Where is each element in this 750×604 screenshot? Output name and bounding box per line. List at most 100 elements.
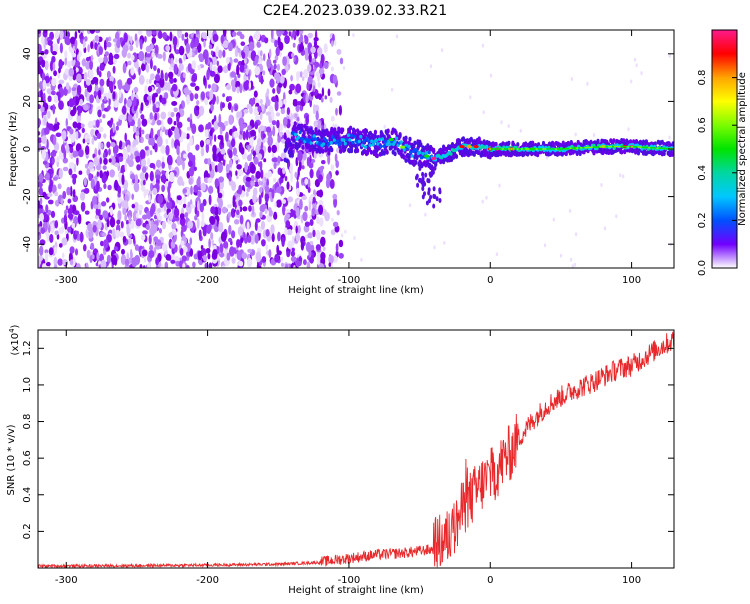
spectrogram-signal-mark: [639, 146, 643, 149]
spectrogram-noise-mark: [208, 223, 212, 232]
spectrogram-noise-mark: [309, 168, 314, 179]
spectrogram-signal-mark: [373, 129, 377, 135]
spectrogram-noise-mark: [59, 30, 64, 40]
spectrogram-noise-mark: [139, 149, 146, 160]
spectrogram-noise-mark: [64, 35, 70, 45]
spectrogram-noise-mark: [51, 51, 58, 56]
snr-x-tick-label: -300: [55, 575, 78, 586]
spectrogram-signal-mark: [671, 141, 674, 146]
spectrogram-noise-mark: [126, 226, 131, 237]
spectrogram-signal-mark: [548, 148, 551, 150]
spectrogram-noise-mark: [126, 98, 132, 108]
spectrogram-noise-mark: [271, 144, 278, 154]
spectrogram-noise-mark: [167, 111, 172, 118]
spectrogram-noise-mark: [183, 153, 187, 159]
spectrogram-signal-mark: [381, 137, 385, 141]
spectrogram-noise-mark: [223, 241, 229, 249]
spectrogram-signal-mark: [300, 127, 304, 132]
spectrogram-noise-mark: [209, 129, 213, 137]
spectrogram-noise-mark: [139, 38, 143, 50]
spectrogram-signal-mark: [386, 128, 390, 134]
spectrogram-noise-mark: [176, 195, 182, 201]
spectrogram-noise-mark: [204, 158, 209, 165]
spectrogram-signal-mark: [552, 148, 556, 150]
spectrogram-noise-mark: [38, 131, 41, 136]
spectrogram-noise-mark: [176, 121, 183, 129]
spectrogram-noise-mark: [50, 90, 56, 96]
spectrogram-signal-mark: [652, 146, 655, 149]
spectrogram-signal-mark: [491, 148, 494, 150]
spectrogram-signal-mark: [560, 148, 564, 150]
spectrogram-noise-mark: [112, 38, 118, 43]
spectrogram-signal-mark: [350, 145, 354, 151]
spectrogram-signal-mark: [643, 146, 647, 149]
spectrogram-noise-mark: [133, 86, 139, 93]
spectrogram-noise-mark: [103, 152, 106, 159]
spectrogram-noise-mark: [122, 44, 129, 53]
spectrogram-noise-mark: [306, 83, 310, 91]
spectrogram-noise-mark: [187, 201, 191, 208]
spectrogram-noise-mark: [290, 250, 296, 257]
spectrogram-noise-mark: [182, 263, 186, 268]
spectrogram-noise-mark: [236, 64, 240, 76]
spectrogram-noise-mark: [216, 60, 219, 67]
spectrogram-noise-mark: [485, 195, 488, 200]
spectrogram-noise-mark: [157, 53, 163, 59]
spectrogram-x-tick-label: 100: [622, 275, 641, 286]
spectrogram-noise-mark: [207, 185, 214, 194]
spectrogram-noise-mark: [199, 140, 205, 148]
spectrogram-noise-mark: [232, 247, 236, 254]
spectrogram-noise-mark: [171, 83, 178, 92]
spectrogram-noise-mark: [164, 72, 169, 82]
spectrogram-signal-mark: [416, 182, 420, 188]
spectrogram-noise-mark: [211, 239, 214, 246]
spectrogram-noise-mark: [81, 127, 86, 133]
spectrogram-noise-mark: [79, 33, 84, 40]
spectrogram-signal-mark: [359, 134, 363, 139]
spectrogram-noise-mark: [202, 199, 207, 207]
spectrogram-noise-mark: [38, 204, 43, 210]
spectrogram-noise-mark: [149, 150, 153, 156]
spectrogram-noise-mark: [89, 94, 94, 104]
spectrogram-noise-mark: [74, 39, 78, 51]
spectrogram-noise-mark: [318, 204, 324, 215]
spectrogram-noise-mark: [90, 41, 94, 50]
spectrogram-y-tick-label: -40: [22, 236, 33, 252]
spectrogram-signal-mark: [503, 148, 507, 150]
spectrogram-signal-mark: [449, 152, 453, 156]
spectrogram-signal-mark: [419, 177, 422, 183]
spectrogram-noise-mark: [84, 88, 88, 98]
spectrogram-noise-mark: [150, 73, 155, 81]
spectrogram-noise-mark: [75, 67, 79, 73]
spectrogram-noise-mark: [99, 157, 102, 165]
spectrogram-y-label: Frequency (Hz): [8, 111, 19, 187]
spectrogram-noise-mark: [40, 106, 45, 113]
spectrogram-noise-mark: [256, 41, 262, 48]
spectrogram-noise-mark: [244, 63, 248, 70]
spectrogram-noise-mark: [199, 105, 205, 116]
spectrogram-noise-mark: [67, 60, 72, 68]
spectrogram-noise-mark: [198, 229, 202, 240]
spectrogram-signal-mark: [321, 148, 325, 154]
spectrogram-noise-mark: [106, 141, 111, 148]
spectrogram-noise-mark: [312, 229, 316, 238]
spectrogram-noise-mark: [150, 182, 153, 192]
spectrogram-noise-mark: [219, 243, 224, 254]
spectrogram-noise-mark: [121, 105, 127, 115]
spectrogram-x-tick-label: 0: [487, 275, 493, 286]
spectrogram-signal-mark: [393, 140, 397, 144]
spectrogram-noise-mark: [274, 201, 277, 208]
spectrogram-noise-mark: [149, 58, 153, 70]
spectrogram-signal-mark: [307, 138, 312, 142]
spectrogram-noise-mark: [172, 36, 178, 47]
snr-y-tick-label: 0.2: [22, 523, 33, 539]
spectrogram-noise-mark: [333, 40, 337, 46]
spectrogram-noise-mark: [189, 92, 194, 102]
spectrogram-noise-mark: [482, 110, 485, 115]
spectrogram-signal-mark: [418, 166, 422, 171]
spectrogram-noise-mark: [254, 30, 261, 41]
spectrogram-noise-mark: [305, 115, 310, 126]
snr-y-tick-label: 0.8: [22, 414, 33, 430]
spectrogram-signal-mark: [599, 145, 602, 148]
